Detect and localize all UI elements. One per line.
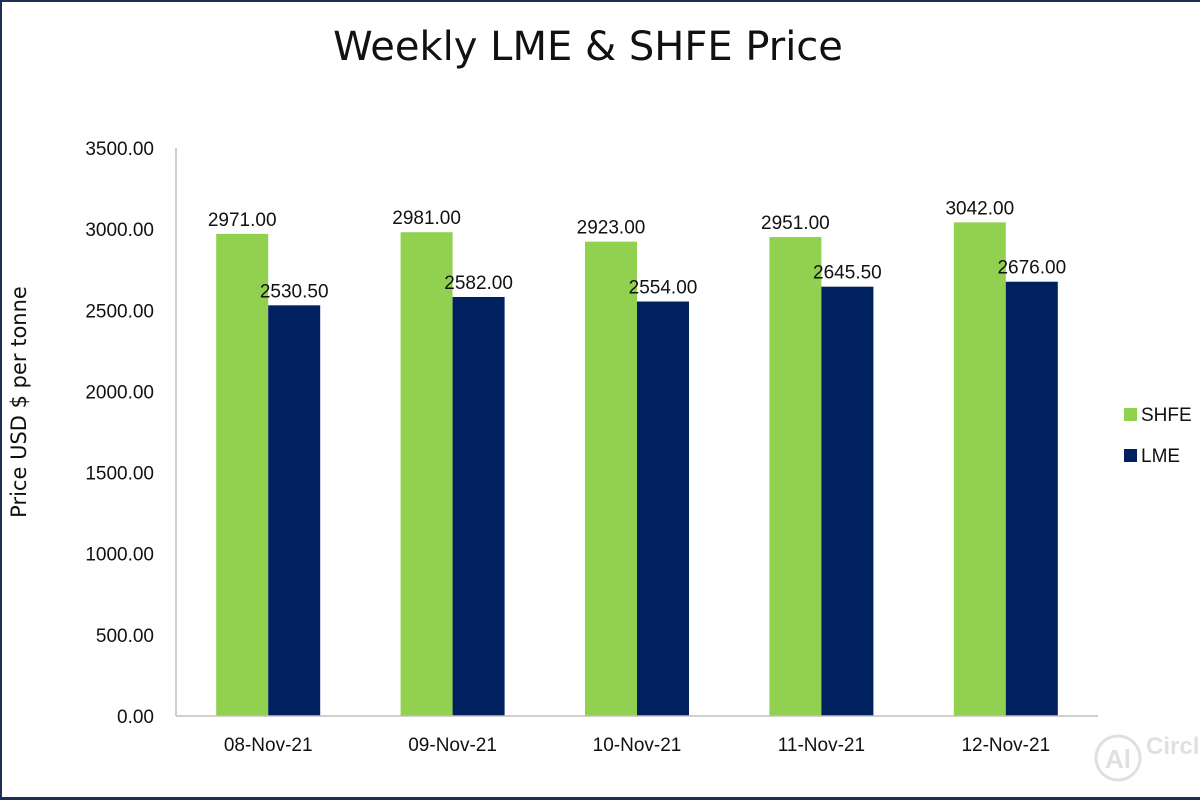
data-label-shfe: 2981.00: [392, 208, 461, 229]
y-tick-label: 3500.00: [85, 139, 154, 160]
alcircle-logo-watermark: Al Circle: [1094, 733, 1200, 782]
x-axis-labels: 08-Nov-21 09-Nov-21 10-Nov-21 11-Nov-21 12-N…: [224, 735, 1050, 756]
y-axis-label: Price USD $ per tonne: [7, 286, 31, 518]
data-label-lme: 2582.00: [444, 273, 513, 294]
data-labels: 2971.00 2530.50 2981.00 2582.00 2923.00 2554.…: [208, 198, 1066, 302]
bar-lme-10-Nov-21: [637, 301, 689, 716]
legend-label-lme: LME: [1141, 446, 1180, 467]
y-tick-label: 1000.00: [85, 545, 154, 566]
data-label-shfe: 2971.00: [208, 210, 277, 231]
svg-text:Al: Al: [1105, 744, 1131, 774]
y-tick-label: 3000.00: [85, 220, 154, 241]
bar-lme-11-Nov-21: [821, 286, 874, 716]
x-tick-label: 10-Nov-21: [593, 735, 682, 756]
y-tick-label: 500.00: [96, 626, 154, 647]
y-tick-label: 1500.00: [85, 464, 154, 485]
data-label-lme: 2645.50: [813, 263, 882, 284]
bar-shfe-11-Nov-21: [769, 237, 822, 717]
bar-series: [216, 222, 1058, 717]
data-label-lme: 2530.50: [260, 281, 329, 302]
legend-swatch-shfe: [1124, 408, 1137, 421]
data-label-shfe: 3042.00: [945, 198, 1014, 219]
x-tick-label: 09-Nov-21: [408, 735, 497, 756]
legend: SHFE LME: [1124, 405, 1192, 467]
bar-shfe-10-Nov-21: [585, 241, 637, 716]
x-tick-label: 12-Nov-21: [961, 735, 1050, 756]
bar-lme-08-Nov-21: [268, 305, 321, 716]
data-label-shfe: 2923.00: [577, 218, 646, 239]
bar-shfe-09-Nov-21: [400, 232, 453, 716]
x-tick-label: 08-Nov-21: [224, 735, 313, 756]
y-tick-label: 2000.00: [85, 382, 154, 403]
data-label-lme: 2676.00: [997, 258, 1066, 279]
data-label-shfe: 2951.00: [761, 213, 830, 234]
bar-lme-12-Nov-21: [1005, 281, 1058, 716]
chart-title: Weekly LME & SHFE Price: [333, 24, 843, 70]
legend-label-shfe: SHFE: [1141, 405, 1192, 426]
bar-shfe-08-Nov-21: [216, 233, 269, 717]
bar-shfe-12-Nov-21: [953, 222, 1006, 717]
bar-lme-09-Nov-21: [452, 296, 505, 716]
y-axis-ticks: 0.00 500.00 1000.00 1500.00 2000.00 2500.00 30…: [85, 139, 154, 728]
y-tick-label: 2500.00: [85, 301, 154, 322]
y-tick-label: 0.00: [117, 707, 154, 728]
legend-swatch-lme: [1124, 449, 1137, 462]
svg-text:Circle: Circle: [1146, 733, 1200, 760]
x-tick-label: 11-Nov-21: [778, 735, 865, 756]
data-label-lme: 2554.00: [629, 278, 698, 299]
